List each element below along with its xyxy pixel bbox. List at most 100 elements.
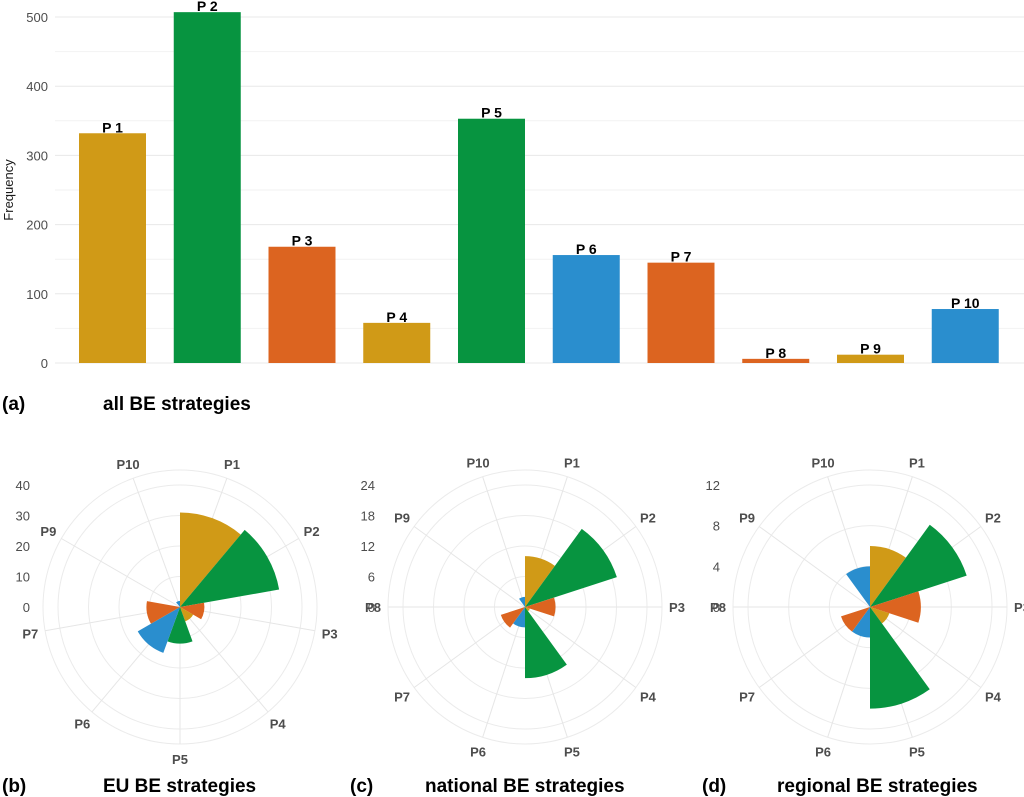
- bar-3: [268, 246, 336, 363]
- y-tick-label: 400: [26, 79, 48, 94]
- category-label: P4: [270, 716, 287, 731]
- panel-title-c: national BE strategies: [425, 776, 625, 797]
- wedge-p3: [525, 597, 556, 617]
- bar-label: P 8: [765, 345, 786, 361]
- category-label: P8: [365, 600, 381, 615]
- category-label: P5: [909, 745, 925, 760]
- radial-tick-label: 10: [16, 570, 30, 585]
- category-label: P5: [172, 752, 188, 767]
- category-label: P3: [1014, 600, 1024, 615]
- spoke: [482, 606, 526, 738]
- bar-label: P 2: [197, 0, 218, 14]
- radial-tick-label: 12: [361, 539, 375, 554]
- spoke: [758, 526, 871, 608]
- bar-8: [742, 358, 810, 363]
- bar-label: P 4: [386, 309, 407, 325]
- panel-label-c: (c): [350, 776, 373, 797]
- category-label: P6: [815, 745, 831, 760]
- wedge-p5: [870, 607, 930, 709]
- bar-label: P 6: [576, 241, 597, 257]
- bar-4: [363, 322, 431, 363]
- wedge-p4: [180, 607, 194, 622]
- wedge-p7: [500, 607, 525, 628]
- radial-tick-label: 40: [16, 478, 30, 493]
- panel-title-d: regional BE strategies: [777, 776, 978, 797]
- radial-tick-label: 0: [368, 600, 375, 615]
- wedge-p6: [137, 607, 180, 653]
- spoke: [61, 538, 181, 608]
- radial-tick-label: 30: [16, 509, 30, 524]
- category-label: P4: [640, 689, 657, 704]
- radial-tick-label: 0: [713, 600, 720, 615]
- wedge-p7: [146, 601, 180, 624]
- bar-label: P 3: [292, 233, 313, 249]
- category-label: P7: [22, 626, 38, 641]
- y-tick-label: 200: [26, 218, 48, 233]
- category-label: P2: [985, 511, 1001, 526]
- wedge-p2: [525, 528, 617, 607]
- category-label: P9: [40, 524, 56, 539]
- category-label: P10: [116, 457, 139, 472]
- wedge-p6: [513, 607, 525, 628]
- category-label: P6: [470, 745, 486, 760]
- wedge-p10: [519, 596, 525, 607]
- wedge-p6: [852, 607, 870, 638]
- category-label: P7: [394, 689, 410, 704]
- wedge-p5: [167, 607, 193, 644]
- wedge-p1: [870, 546, 906, 607]
- y-tick-label: 0: [41, 356, 48, 371]
- bar-label: P 9: [860, 341, 881, 357]
- category-label: P1: [909, 455, 925, 470]
- panel-label-d: (d): [702, 776, 726, 797]
- category-label: P9: [394, 511, 410, 526]
- wedge-p1: [525, 556, 555, 607]
- radial-tick-label: 20: [16, 539, 30, 554]
- radial-tick-label: 18: [361, 509, 375, 524]
- spoke: [482, 476, 526, 608]
- category-label: P4: [985, 689, 1002, 704]
- category-label: P1: [224, 457, 240, 472]
- wedge-p1: [180, 512, 241, 607]
- y-tick-label: 300: [26, 148, 48, 163]
- bar-5: [458, 118, 525, 363]
- category-label: P9: [739, 511, 755, 526]
- wedge-p4: [525, 607, 530, 612]
- wedge-p4: [870, 607, 890, 624]
- radial-tick-label: 4: [713, 559, 720, 574]
- bar-7: [647, 262, 715, 363]
- spoke: [179, 606, 269, 713]
- category-label: P10: [466, 455, 489, 470]
- category-label: P1: [564, 455, 580, 470]
- polar-chart-national-be: P1 P2 P3 P4 P5 P6 P7 P8 P9 P10 0 6 12 18 24: [361, 455, 685, 759]
- bar-6: [552, 255, 620, 363]
- wedge-p2: [180, 529, 280, 607]
- radial-tick-label: 0: [23, 600, 30, 615]
- radial-tick-label: 6: [368, 570, 375, 585]
- category-label: P2: [304, 524, 320, 539]
- wedge-p10: [176, 600, 180, 607]
- bar-1: [79, 133, 146, 363]
- panel-label-a: (a): [2, 394, 25, 415]
- radial-tick-label: 12: [706, 478, 720, 493]
- panel-title-b: EU BE strategies: [103, 776, 256, 797]
- polar-chart-regional-be: P1 P2 P3 P4 P5 P6 P7 P8 P9 P10 0 4 8 12: [706, 455, 1024, 759]
- wedge-p2: [870, 524, 967, 607]
- spoke: [524, 606, 637, 688]
- bar-label: P 1: [102, 119, 123, 135]
- radial-tick-label: 8: [713, 519, 720, 534]
- category-label: P2: [640, 511, 656, 526]
- category-label: P3: [322, 626, 338, 641]
- y-tick-label: 500: [26, 10, 48, 25]
- radial-tick-label: 24: [361, 478, 375, 493]
- bar-label: P 5: [481, 105, 502, 121]
- wedge-p3: [870, 591, 921, 623]
- polar-chart-eu-be: P1 P2 P3 P4 P5 P6 P7 P9 P10 0 10 20 30 40: [16, 457, 338, 767]
- wedge-p10: [846, 566, 870, 607]
- bar-2: [173, 12, 241, 363]
- bar-chart-all-be: 0 100 200 300 400 500 Frequency P 1 P 2 P 3 P 4 P 5…: [1, 0, 1024, 371]
- y-tick-label: 100: [26, 287, 48, 302]
- bar-9: [837, 354, 904, 363]
- bar-label: P 7: [671, 249, 692, 265]
- wedge-p3: [180, 602, 205, 620]
